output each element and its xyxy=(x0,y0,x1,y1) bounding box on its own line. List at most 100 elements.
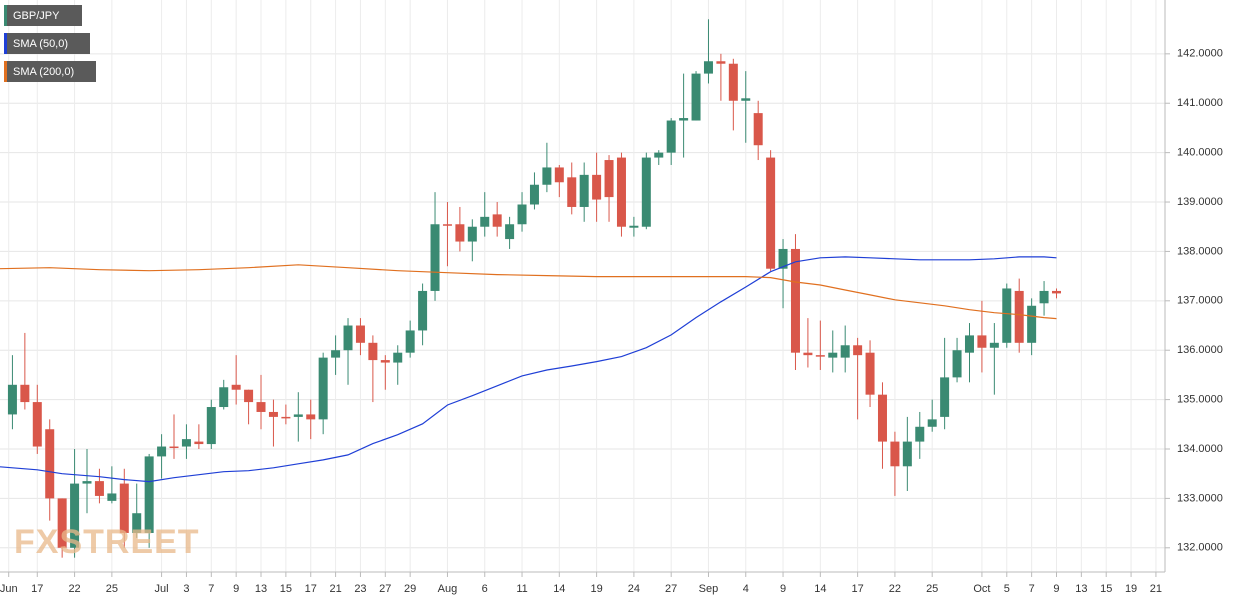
candle-body xyxy=(654,152,664,158)
candle-body xyxy=(728,63,738,101)
x-tick-label: 15 xyxy=(1100,583,1112,595)
candle-body xyxy=(119,483,129,533)
candle-body xyxy=(616,157,626,227)
y-tick-label: 139.0000 xyxy=(1177,196,1223,208)
candle-body xyxy=(82,481,92,484)
x-tick-label: 19 xyxy=(590,583,602,595)
x-tick-label: 14 xyxy=(553,583,565,595)
candle-body xyxy=(132,513,142,533)
candle-body xyxy=(542,167,552,185)
candle-body xyxy=(467,226,477,242)
candle-body xyxy=(293,414,303,417)
grid xyxy=(0,0,1165,572)
candle-body xyxy=(989,342,999,348)
x-tick-label: 25 xyxy=(106,583,118,595)
x-tick-label: 14 xyxy=(814,583,826,595)
candle-body xyxy=(1027,305,1037,343)
candle-body xyxy=(803,352,813,356)
candle-body xyxy=(691,73,701,121)
x-tick-label: 25 xyxy=(926,583,938,595)
candle-body xyxy=(194,441,204,445)
legend-label: SMA (50,0) xyxy=(13,38,68,50)
candle-body xyxy=(405,330,415,353)
candle-body xyxy=(157,446,167,457)
x-tick-label: 13 xyxy=(255,583,267,595)
candle-body xyxy=(766,157,776,269)
candle-body xyxy=(828,352,838,358)
candle-body xyxy=(741,98,751,101)
candle-body xyxy=(778,248,788,269)
x-tick-label: 21 xyxy=(329,583,341,595)
x-tick-label: 22 xyxy=(889,583,901,595)
candle-body xyxy=(380,360,390,363)
legend-box xyxy=(4,5,82,26)
candle-body xyxy=(716,61,726,64)
candle-body xyxy=(604,160,614,198)
candle-body xyxy=(418,290,428,331)
x-tick-label: 9 xyxy=(233,583,239,595)
candle-body xyxy=(393,352,403,363)
candle-body xyxy=(952,350,962,378)
x-tick-label: 23 xyxy=(354,583,366,595)
candle-body xyxy=(865,352,875,395)
candle-body xyxy=(442,224,452,226)
x-tick-label: Aug xyxy=(438,583,458,595)
candle-body xyxy=(964,335,974,353)
legend-box xyxy=(4,33,90,54)
candle-body xyxy=(343,325,353,351)
x-tick-label: 21 xyxy=(1150,583,1162,595)
legend: GBP/JPY SMA (50,0) SMA (200,0) xyxy=(4,5,96,82)
candle-body xyxy=(840,345,850,358)
x-tick-label: 5 xyxy=(1004,583,1010,595)
x-tick-label: 3 xyxy=(183,583,189,595)
candle-body xyxy=(567,177,577,207)
x-tick-label: 22 xyxy=(68,583,80,595)
candle-body xyxy=(244,389,254,403)
candle-body xyxy=(1002,288,1012,343)
candle-body xyxy=(206,407,216,445)
candle-body xyxy=(1014,290,1024,343)
legend-swatch xyxy=(4,33,7,54)
candle-body xyxy=(20,384,30,403)
candle-body xyxy=(927,419,937,427)
candle-body xyxy=(331,350,341,358)
sma-line xyxy=(0,256,1057,483)
y-tick-label: 142.0000 xyxy=(1177,48,1223,60)
candle-body xyxy=(877,394,887,442)
legend-swatch xyxy=(4,61,7,82)
candle-body xyxy=(107,493,117,501)
candle-body xyxy=(1039,290,1049,304)
x-tick-label: 7 xyxy=(208,583,214,595)
y-tick-label: 135.0000 xyxy=(1177,394,1223,406)
candle-body xyxy=(368,342,378,361)
x-tick-label: 27 xyxy=(665,583,677,595)
candle-body xyxy=(306,414,316,420)
candle-body xyxy=(169,446,179,449)
x-tick-label: 9 xyxy=(780,583,786,595)
candle-body xyxy=(32,402,42,447)
candle-body xyxy=(70,483,80,548)
candle-body xyxy=(480,216,490,227)
legend-box xyxy=(4,61,96,82)
y-tick-label: 138.0000 xyxy=(1177,245,1223,257)
candle-body xyxy=(554,167,564,183)
candle-body xyxy=(790,248,800,353)
x-tick-label: 6 xyxy=(482,583,488,595)
candle-body xyxy=(219,387,229,408)
candle-body xyxy=(181,439,191,447)
x-tick-label: Sep xyxy=(699,583,719,595)
candle-body xyxy=(679,118,689,121)
legend-label: GBP/JPY xyxy=(13,10,60,22)
watermark: FXSTREET xyxy=(14,523,200,561)
candle-body xyxy=(430,224,440,291)
x-tick-label: 11 xyxy=(516,583,527,595)
x-tick-label: 24 xyxy=(628,583,640,595)
candle-body xyxy=(455,224,465,242)
sma-line xyxy=(0,264,1057,320)
candle-body xyxy=(492,214,502,227)
x-tick-label: 17 xyxy=(31,583,43,595)
candle-body xyxy=(94,481,104,496)
candle-body xyxy=(579,174,589,207)
candle-body xyxy=(853,345,863,356)
candle-body xyxy=(355,325,365,343)
